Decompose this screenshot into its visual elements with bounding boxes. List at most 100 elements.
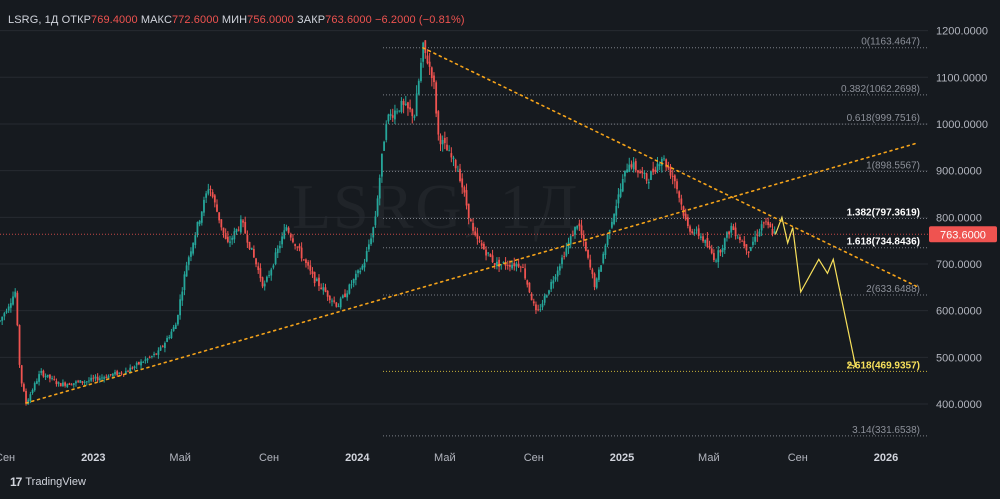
candle-body bbox=[320, 287, 323, 289]
candle-body bbox=[391, 115, 394, 118]
candle-body bbox=[624, 170, 626, 177]
candle-body bbox=[502, 262, 505, 263]
candle-body bbox=[142, 362, 145, 363]
last-price-badge bbox=[929, 226, 997, 243]
candle-body bbox=[324, 287, 327, 292]
candle-body bbox=[522, 267, 524, 268]
candle-body bbox=[552, 280, 555, 284]
candle-body bbox=[255, 258, 257, 265]
candle-body bbox=[337, 306, 340, 308]
candle-body bbox=[593, 273, 596, 288]
candle-body bbox=[691, 231, 694, 234]
candle-body bbox=[767, 221, 770, 225]
x-axis-tick-label: Сен bbox=[259, 452, 279, 464]
candle-body bbox=[53, 379, 56, 380]
candle-body bbox=[64, 382, 66, 386]
candle-body bbox=[589, 259, 592, 268]
candle-body bbox=[619, 189, 622, 197]
candle-body bbox=[81, 381, 84, 383]
candle-body bbox=[469, 219, 472, 222]
candle-body bbox=[467, 203, 470, 219]
candle-body bbox=[726, 232, 728, 238]
trendline bbox=[422, 47, 920, 289]
candle-body bbox=[773, 231, 776, 234]
candle-body bbox=[77, 380, 80, 382]
candle-body bbox=[270, 269, 273, 276]
candle-body bbox=[402, 101, 405, 105]
fib-level-label: 1.382(797.3619) bbox=[847, 208, 920, 219]
candle-body bbox=[637, 170, 639, 173]
candle-body bbox=[20, 365, 23, 384]
candle-body bbox=[719, 250, 722, 253]
projection-arrowhead bbox=[847, 357, 857, 368]
candle-body bbox=[437, 111, 440, 135]
candle-body bbox=[580, 225, 583, 236]
candle-body bbox=[554, 276, 557, 280]
candle-body bbox=[305, 259, 307, 264]
candle-body bbox=[617, 194, 620, 204]
low-label: МИН bbox=[221, 14, 248, 26]
candle-body bbox=[248, 241, 251, 249]
candle-body bbox=[472, 223, 474, 231]
candle-body bbox=[298, 245, 301, 249]
candle-body bbox=[561, 257, 563, 265]
y-axis-tick-label: 1200.0000 bbox=[936, 26, 988, 38]
candle-body bbox=[185, 265, 188, 277]
open-value: 769.4000 bbox=[91, 14, 138, 26]
candle-body bbox=[242, 220, 244, 223]
candle-body bbox=[571, 235, 574, 237]
candle-body bbox=[461, 178, 464, 188]
candle-body bbox=[224, 233, 227, 239]
candle-body bbox=[3, 313, 6, 317]
fib-level-label: 2.618(469.9357) bbox=[847, 360, 920, 371]
candle-body bbox=[452, 157, 455, 160]
candle-body bbox=[183, 274, 186, 291]
candle-body bbox=[46, 374, 49, 377]
candle-body bbox=[606, 234, 609, 245]
candle-body bbox=[131, 367, 134, 369]
candle-body bbox=[734, 227, 737, 237]
candle-body bbox=[326, 290, 329, 297]
candle-body bbox=[357, 270, 359, 274]
candle-body bbox=[12, 296, 14, 305]
candle-body bbox=[40, 371, 43, 373]
candle-body bbox=[381, 153, 383, 177]
trendline-layer bbox=[0, 47, 928, 404]
candle-body bbox=[695, 229, 698, 231]
candle-body bbox=[641, 171, 644, 174]
candle-body bbox=[372, 227, 375, 238]
close-value: 763.6000 bbox=[325, 14, 372, 26]
tradingview-logo[interactable]: 17 TradingView bbox=[10, 475, 86, 489]
candle-body bbox=[626, 169, 629, 173]
close-label: ЗАКР bbox=[297, 14, 326, 26]
candle-body bbox=[296, 246, 299, 248]
candle-body bbox=[14, 291, 17, 297]
candle-body bbox=[604, 245, 607, 255]
candle-body bbox=[532, 301, 535, 304]
candle-body bbox=[693, 232, 696, 234]
candle-body bbox=[44, 376, 47, 378]
candle-body bbox=[511, 264, 513, 269]
candle-body bbox=[435, 82, 438, 114]
candle-body bbox=[732, 226, 735, 230]
candle-body bbox=[205, 193, 208, 198]
candle-body bbox=[105, 376, 108, 378]
candle-body bbox=[146, 358, 149, 361]
candle-body bbox=[135, 362, 138, 366]
candle-body bbox=[276, 248, 279, 254]
candle-body bbox=[72, 383, 75, 385]
candle-body bbox=[211, 192, 214, 197]
candle-body bbox=[550, 281, 553, 290]
candle-body bbox=[699, 236, 702, 238]
candle-body bbox=[634, 161, 637, 171]
candle-body bbox=[90, 377, 93, 381]
candle-body bbox=[747, 251, 750, 253]
candle-body bbox=[181, 291, 184, 301]
candle-body bbox=[754, 236, 757, 242]
fib-level-label: 1.618(734.8436) bbox=[847, 237, 920, 248]
candle-body bbox=[545, 295, 548, 298]
candle-body bbox=[676, 181, 678, 190]
candle-body bbox=[200, 211, 203, 223]
candle-body bbox=[639, 171, 642, 174]
